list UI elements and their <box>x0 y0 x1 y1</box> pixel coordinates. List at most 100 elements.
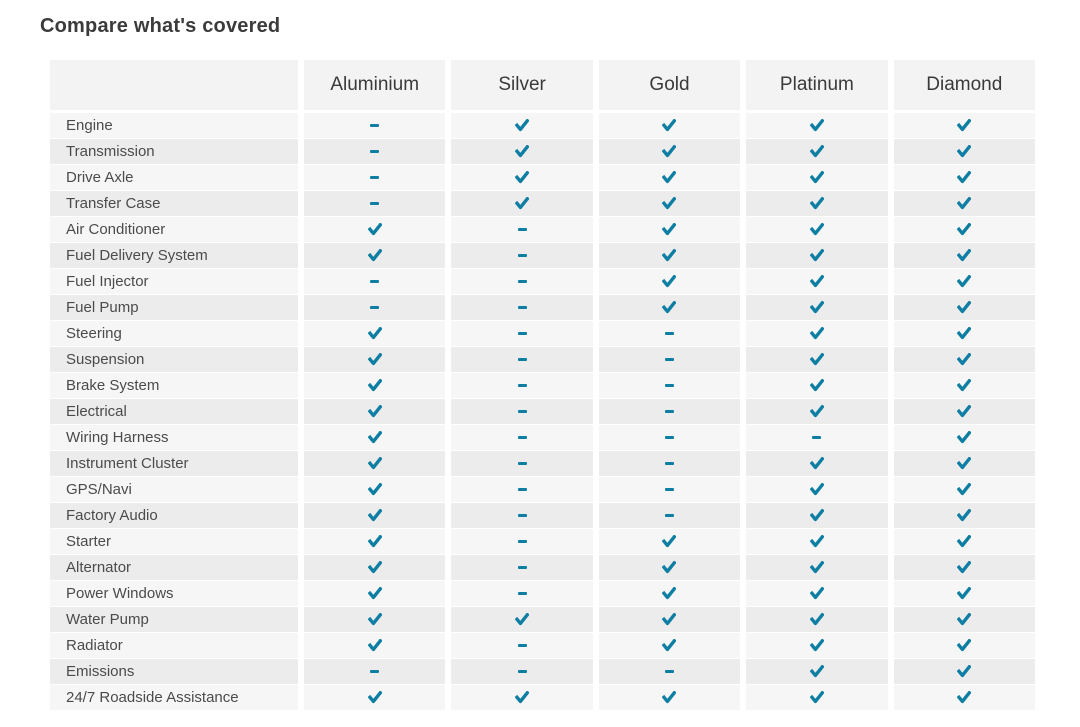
coverage-cell <box>598 399 741 424</box>
dash-icon <box>664 670 674 673</box>
coverage-cell <box>598 581 741 606</box>
check-icon <box>809 275 824 288</box>
coverage-cell <box>746 581 888 606</box>
coverage-cell <box>893 243 1035 268</box>
coverage-cell <box>893 139 1035 164</box>
table-row: Starter <box>50 529 1035 554</box>
coverage-cell <box>304 555 446 580</box>
check-icon <box>957 431 972 444</box>
check-icon <box>367 639 382 652</box>
coverage-cell <box>598 425 741 450</box>
coverage-cell <box>598 633 741 658</box>
dash-icon <box>517 384 527 387</box>
check-icon <box>367 431 382 444</box>
table-row: Steering <box>50 321 1035 346</box>
coverage-cell <box>304 425 446 450</box>
row-label: Fuel Delivery System <box>50 243 298 268</box>
coverage-cell <box>598 529 741 554</box>
coverage-cell <box>598 269 741 294</box>
coverage-cell <box>746 373 888 398</box>
coverage-cell <box>451 555 593 580</box>
check-icon <box>367 327 382 340</box>
row-label: Power Windows <box>50 581 298 606</box>
row-label: Starter <box>50 529 298 554</box>
check-icon <box>367 561 382 574</box>
coverage-cell <box>304 399 446 424</box>
row-label: Engine <box>50 113 298 138</box>
dash-icon <box>370 670 380 673</box>
check-icon <box>957 483 972 496</box>
row-label: Fuel Pump <box>50 295 298 320</box>
row-label: Alternator <box>50 555 298 580</box>
check-icon <box>957 353 972 366</box>
dash-icon <box>664 332 674 335</box>
header-cell-aluminium: Aluminium <box>304 60 446 110</box>
coverage-cell <box>598 607 741 632</box>
check-icon <box>662 275 677 288</box>
coverage-cell <box>451 217 593 242</box>
coverage-cell <box>746 685 888 710</box>
check-icon <box>662 301 677 314</box>
coverage-cell <box>893 581 1035 606</box>
coverage-cell <box>451 399 593 424</box>
dash-icon <box>664 514 674 517</box>
table-body: Engine Transmission Drive Axle Transfer Cas… <box>50 113 1035 710</box>
check-icon <box>662 223 677 236</box>
row-label: Radiator <box>50 633 298 658</box>
coverage-cell <box>746 633 888 658</box>
check-icon <box>662 535 677 548</box>
table-row: Emissions <box>50 659 1035 684</box>
check-icon <box>367 691 382 704</box>
check-icon <box>515 197 530 210</box>
coverage-cell <box>451 633 593 658</box>
table-row: Radiator <box>50 633 1035 658</box>
table-row: Brake System <box>50 373 1035 398</box>
table-row: Electrical <box>50 399 1035 424</box>
check-icon <box>957 509 972 522</box>
coverage-cell <box>451 503 593 528</box>
check-icon <box>809 457 824 470</box>
coverage-cell <box>304 347 446 372</box>
coverage-cell <box>893 607 1035 632</box>
coverage-cell <box>304 217 446 242</box>
coverage-cell <box>451 425 593 450</box>
check-icon <box>809 145 824 158</box>
row-label: Transfer Case <box>50 191 298 216</box>
coverage-cell <box>746 269 888 294</box>
table-row: GPS/Navi <box>50 477 1035 502</box>
check-icon <box>957 561 972 574</box>
coverage-cell <box>304 503 446 528</box>
coverage-cell <box>598 243 741 268</box>
dash-icon <box>517 306 527 309</box>
check-icon <box>662 119 677 132</box>
coverage-cell <box>304 659 446 684</box>
coverage-cell <box>598 347 741 372</box>
check-icon <box>957 197 972 210</box>
check-icon <box>809 223 824 236</box>
coverage-cell <box>451 581 593 606</box>
dash-icon <box>370 176 380 179</box>
check-icon <box>662 561 677 574</box>
check-icon <box>367 353 382 366</box>
coverage-cell <box>451 113 593 138</box>
coverage-cell <box>304 685 446 710</box>
coverage-cell <box>893 191 1035 216</box>
coverage-cell <box>451 321 593 346</box>
row-label: Fuel Injector <box>50 269 298 294</box>
check-icon <box>809 119 824 132</box>
coverage-cell <box>451 295 593 320</box>
coverage-cell <box>893 659 1035 684</box>
coverage-cell <box>304 191 446 216</box>
coverage-cell <box>304 269 446 294</box>
coverage-cell <box>746 217 888 242</box>
check-icon <box>515 119 530 132</box>
dash-icon <box>517 410 527 413</box>
check-icon <box>809 405 824 418</box>
row-label: GPS/Navi <box>50 477 298 502</box>
row-label: Instrument Cluster <box>50 451 298 476</box>
coverage-cell <box>746 425 888 450</box>
check-icon <box>957 223 972 236</box>
coverage-cell <box>304 243 446 268</box>
check-icon <box>662 691 677 704</box>
coverage-cell <box>451 139 593 164</box>
